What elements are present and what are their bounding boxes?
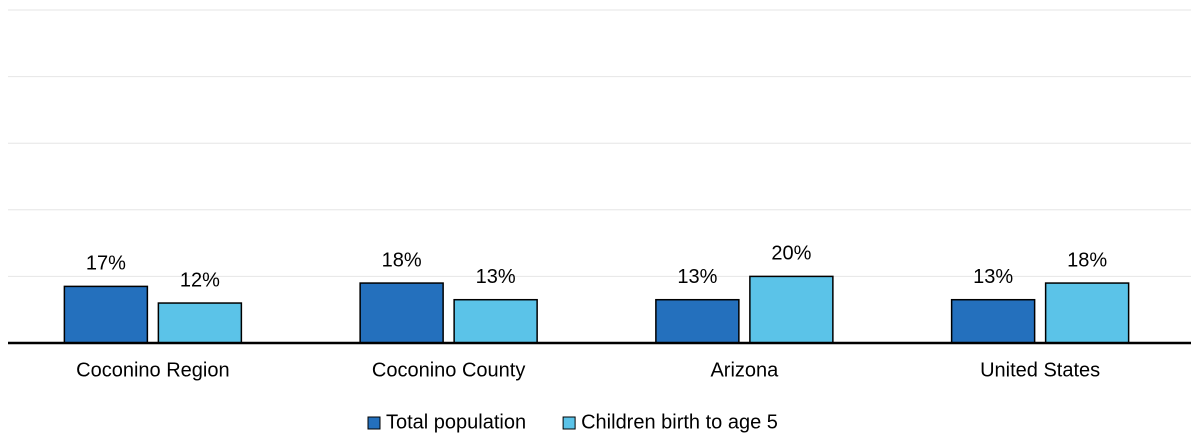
value-label: 20%: [771, 243, 811, 265]
bar: [1044, 282, 1130, 344]
value-label: 17%: [86, 253, 126, 275]
legend-swatch: [562, 416, 576, 430]
bar: [359, 282, 444, 344]
bar: [453, 298, 538, 344]
value-label: 13%: [476, 266, 516, 288]
value-label: 18%: [382, 249, 422, 271]
x-tick-label: Arizona: [710, 359, 779, 381]
value-label: 13%: [973, 266, 1013, 288]
bar: [950, 298, 1036, 344]
legend-label: Children birth to age 5: [581, 411, 778, 433]
bar: [63, 285, 149, 344]
legend-swatch: [367, 416, 381, 430]
bar: [655, 298, 740, 344]
value-label: 12%: [180, 269, 220, 291]
x-tick-label: Coconino Region: [76, 359, 229, 381]
bar: [749, 275, 834, 344]
value-label: 13%: [677, 266, 717, 288]
value-label: 18%: [1067, 249, 1107, 271]
x-tick-label: United States: [980, 359, 1100, 381]
x-tick-label: Coconino County: [372, 359, 525, 381]
bar: [157, 302, 243, 344]
legend-label: Total population: [386, 411, 526, 433]
